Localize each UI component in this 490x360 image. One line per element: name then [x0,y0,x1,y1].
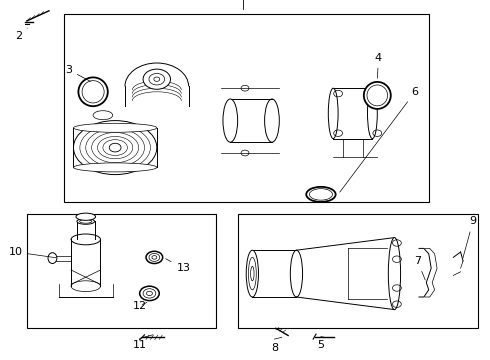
Ellipse shape [92,132,139,163]
Ellipse shape [98,136,133,159]
Ellipse shape [93,111,113,120]
Bar [27,214,216,328]
Ellipse shape [71,281,100,292]
Text: 12: 12 [133,301,147,311]
Text: 3: 3 [65,65,91,81]
Ellipse shape [71,234,100,245]
Ellipse shape [250,266,254,281]
Text: 7: 7 [414,256,425,280]
Ellipse shape [74,163,157,172]
Ellipse shape [103,140,127,156]
Ellipse shape [368,88,377,139]
Text: 5: 5 [318,340,324,350]
Ellipse shape [388,238,400,310]
Ellipse shape [86,129,145,167]
Text: 8: 8 [271,343,278,353]
Ellipse shape [290,250,303,297]
Ellipse shape [223,99,238,142]
Ellipse shape [367,85,388,106]
Text: 13: 13 [166,259,191,273]
Ellipse shape [328,88,338,139]
Text: 10: 10 [8,247,56,258]
Ellipse shape [306,187,336,202]
Ellipse shape [310,189,332,200]
Text: 11: 11 [133,340,147,350]
Bar [64,14,429,202]
Text: 9: 9 [463,216,477,258]
Ellipse shape [48,253,57,264]
Ellipse shape [364,82,391,109]
Circle shape [143,69,171,89]
Ellipse shape [76,213,96,220]
Text: 2: 2 [15,28,27,41]
Bar [238,214,478,328]
Ellipse shape [265,99,279,142]
Ellipse shape [82,81,104,103]
Ellipse shape [77,219,95,224]
Text: 6: 6 [340,87,418,192]
Ellipse shape [74,121,157,175]
Ellipse shape [79,220,92,223]
Ellipse shape [78,77,108,106]
Ellipse shape [74,123,157,132]
Ellipse shape [246,250,259,297]
Ellipse shape [80,125,150,170]
Text: 4: 4 [375,53,382,78]
Ellipse shape [248,257,256,290]
